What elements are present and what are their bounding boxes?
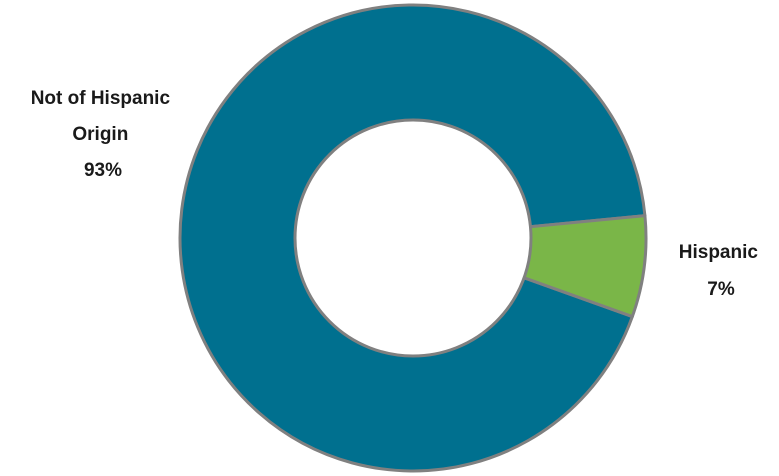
slice-percent-label: 93% <box>84 160 122 181</box>
donut-hole <box>293 118 533 358</box>
slice-label-line: Not of Hispanic <box>31 88 171 109</box>
slice-label-hispanic: Hispanic 7% <box>679 242 763 300</box>
slice-percent-label: 7% <box>707 279 735 300</box>
slice-label-not-hispanic-origin: Not of Hispanic Origin 93% <box>31 88 176 181</box>
slice-label-line: Origin <box>72 124 128 145</box>
slice-label-line: Hispanic <box>679 242 759 263</box>
